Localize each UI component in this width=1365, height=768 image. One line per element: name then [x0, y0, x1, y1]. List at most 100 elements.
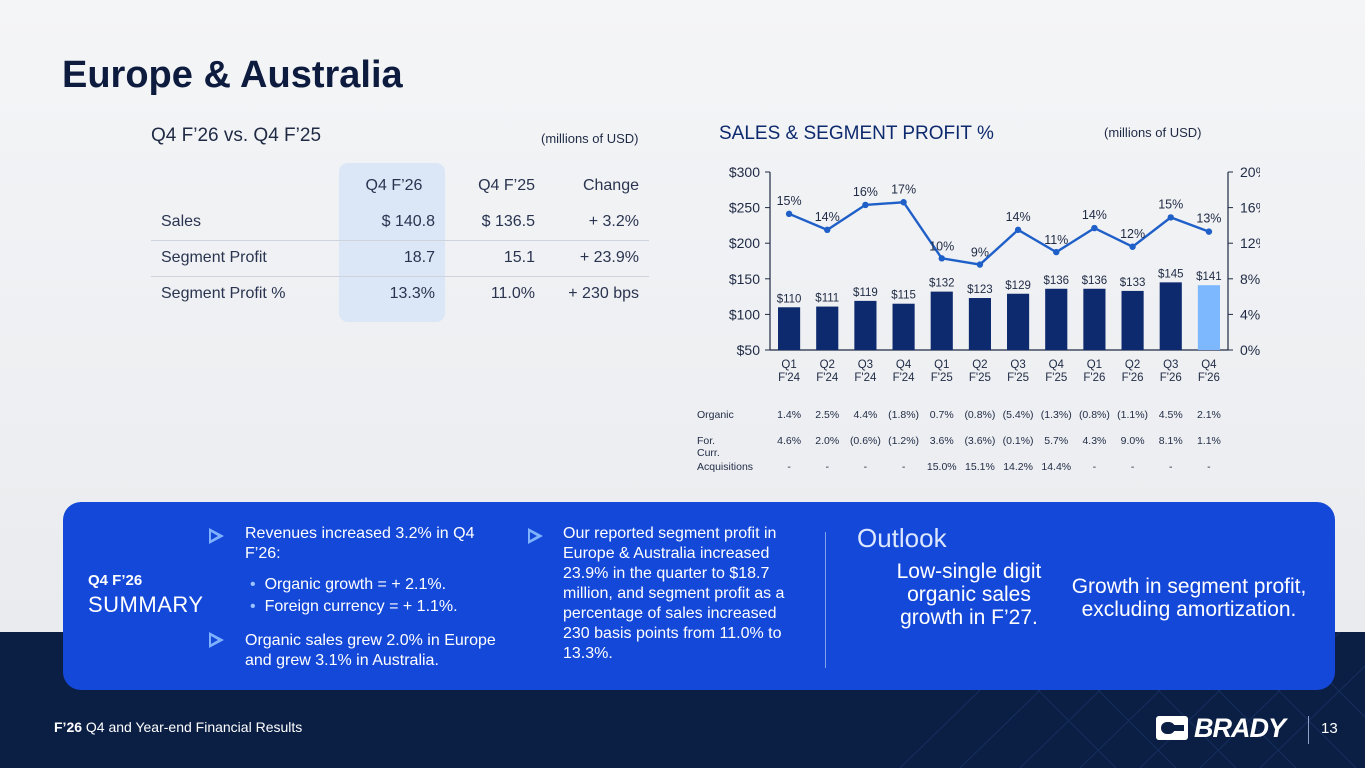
segment-profit-label: 15%	[777, 194, 802, 208]
sales-bar-label: $129	[1005, 280, 1031, 292]
right-axis-tick-label: 8%	[1240, 271, 1260, 287]
x-axis-tick-label: F'25	[1045, 372, 1067, 384]
table-cell: 15.1	[447, 239, 545, 276]
segment-profit-point	[976, 261, 984, 268]
table-cell: 18.7	[341, 239, 447, 276]
breakdown-value: (0.8%)	[1078, 409, 1110, 421]
right-axis-tick-label: 4%	[1240, 306, 1260, 322]
x-axis-tick-label: F'26	[1160, 372, 1182, 384]
summary-bullet-revenues: Revenues increased 3.2% in Q4 F’26:	[245, 525, 475, 562]
page-number: 13	[1321, 720, 1338, 737]
sales-bar	[1045, 288, 1068, 350]
breakdown-value: (5.4%)	[1002, 409, 1034, 421]
sales-bar-label: $123	[967, 284, 993, 296]
right-axis-tick-label: 20%	[1240, 164, 1260, 180]
breakdown-value: (1.3%)	[1040, 409, 1072, 421]
row-label: Sales	[161, 212, 202, 230]
header-cell	[151, 168, 341, 204]
left-axis-tick-label: $150	[729, 271, 760, 287]
segment-profit-point	[824, 226, 831, 234]
sales-bar	[854, 300, 877, 350]
row-label: Segment Profit	[151, 239, 341, 276]
breakdown-value: 4.5%	[1158, 409, 1183, 421]
breakdown-value: 1.1%	[1196, 435, 1221, 447]
sub-bullet-currency: Foreign currency = + 1.1%.	[250, 596, 458, 618]
summary-heading: SUMMARY	[88, 592, 204, 617]
x-axis-tick-label: Q2	[972, 359, 987, 371]
x-axis-tick-label: F'24	[854, 372, 877, 384]
left-axis-tick-label: $50	[737, 342, 761, 358]
x-axis-tick-label: Q3	[858, 359, 873, 371]
left-axis-tick-label: $250	[729, 200, 760, 216]
footer-caption-bold: F’26	[54, 719, 83, 735]
segment-profit-label: 11%	[1044, 233, 1068, 247]
sales-bar	[968, 298, 991, 350]
header-cell: Q4 F’25	[478, 177, 535, 194]
segment-profit-point	[1129, 243, 1136, 250]
table-row: Sales $ 140.8 $ 136.5 + 3.2%	[151, 204, 649, 240]
sales-bar-label: $136	[1043, 275, 1069, 287]
breakdown-value: 1.4%	[777, 409, 802, 421]
sales-bar	[1121, 290, 1144, 350]
segment-profit-point	[1091, 224, 1098, 232]
breakdown-value: 15.1%	[965, 461, 995, 473]
breakdown-value: 4.6%	[777, 435, 802, 447]
chart-title: SALES & SEGMENT PROFIT %	[719, 123, 994, 144]
summary-bullet-profit: Our reported segment profit in Europe & …	[563, 525, 785, 662]
sub-bullet-organic: Organic growth = + 2.1%.	[250, 574, 458, 596]
left-axis-tick-label: $200	[729, 235, 760, 251]
breakdown-value: -	[825, 461, 830, 473]
header-cell: Q4 F’26	[365, 177, 423, 194]
sales-bar-label: $141	[1196, 271, 1222, 283]
sales-bar-label: $132	[929, 278, 955, 290]
sales-bar-label: $133	[1120, 277, 1146, 289]
footer-pattern	[899, 632, 1365, 768]
sales-bar	[1007, 293, 1030, 350]
x-axis-tick-label: Q4	[1201, 359, 1217, 371]
breakdown-value: 14.2%	[1003, 461, 1033, 473]
sales-bar	[930, 291, 953, 350]
breakdown-row-label: For. Curr.	[697, 435, 720, 459]
x-axis-tick-label: Q2	[1125, 359, 1140, 371]
footer-caption: F’26 Q4 and Year-end Financial Results	[54, 719, 302, 735]
breakdown-value: (0.1%)	[1002, 435, 1034, 447]
segment-profit-point	[785, 210, 793, 218]
x-axis-tick-label: F'26	[1198, 372, 1220, 384]
segment-profit-point	[1014, 226, 1022, 234]
x-axis-tick-label: F'25	[1007, 372, 1029, 384]
left-axis-tick-label: $300	[729, 164, 760, 180]
breakdown-value: (0.6%)	[849, 435, 881, 447]
sales-bar	[892, 303, 915, 350]
table-header-row: Q4 F’26 Q4 F’25 Change	[151, 168, 649, 204]
breakdown-value: (0.8%)	[964, 409, 996, 421]
segment-profit-point	[1205, 228, 1213, 235]
table-cell: + 3.2%	[588, 212, 639, 230]
breakdown-row-label: Organic	[697, 409, 734, 421]
breakdown-value: 0.7%	[929, 409, 954, 421]
chart-units: (millions of USD)	[1104, 125, 1202, 140]
breakdown-row-label: Acquisitions	[697, 461, 754, 473]
breakdown-value: 9.0%	[1120, 435, 1145, 447]
x-axis-tick-label: F'26	[1122, 372, 1144, 384]
outlook-heading: Outlook	[857, 523, 947, 553]
breakdown-value: -	[863, 461, 868, 473]
breakdown-value: 4.3%	[1082, 435, 1107, 447]
summary-bullet-organic: Organic sales grew 2.0% in Europe and gr…	[245, 632, 496, 669]
table-cell: 11.0%	[447, 275, 545, 312]
right-axis-tick-label: 12%	[1240, 235, 1260, 251]
sales-bar-label: $119	[853, 287, 878, 299]
arrow-bullet-icon	[209, 528, 224, 544]
segment-profit-label: 9%	[971, 246, 989, 260]
table-title: Q4 F’26 vs. Q4 F’25	[151, 125, 322, 146]
sales-bar-label: $115	[891, 290, 916, 302]
right-axis-tick-label: 0%	[1240, 342, 1260, 358]
breakdown-value: -	[787, 461, 791, 473]
segment-profit-point	[1167, 214, 1174, 221]
page-title: Europe & Australia	[62, 54, 403, 96]
sales-bar-label: $110	[777, 293, 802, 305]
arrow-bullet-icon	[209, 632, 224, 648]
breakdown-value: -	[1130, 461, 1135, 473]
breakdown-value: 2.5%	[815, 409, 840, 421]
footer-caption-rest: Q4 and Year-end Financial Results	[82, 719, 303, 735]
x-axis-tick-label: Q1	[781, 359, 796, 371]
